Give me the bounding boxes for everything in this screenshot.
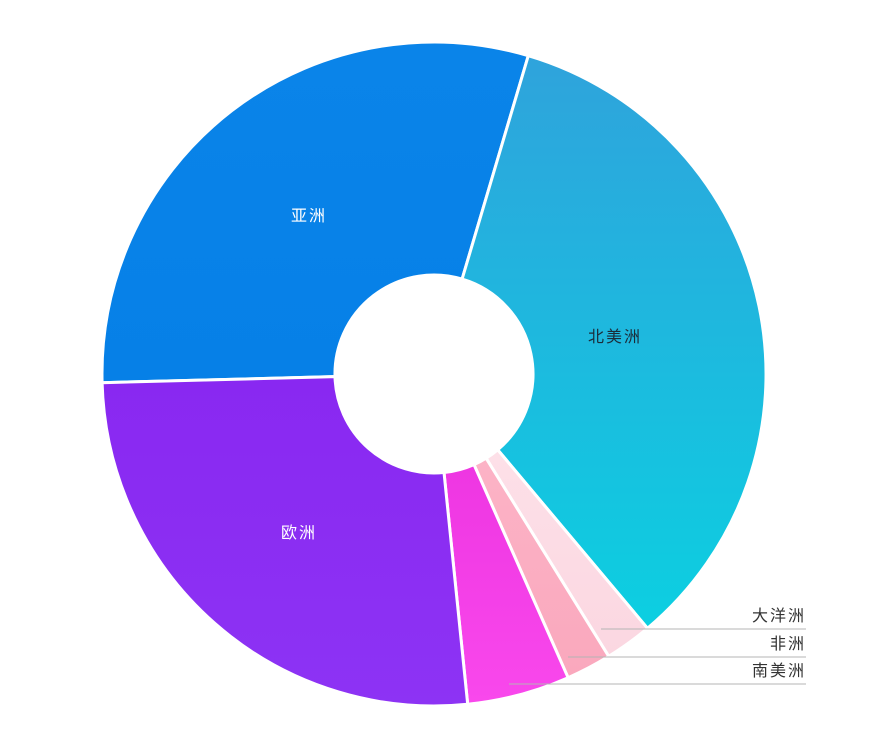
slice-label-inside-0: 亚洲 bbox=[291, 206, 327, 225]
slice-label-outside-4: 南美洲 bbox=[752, 661, 806, 680]
slice-label-inside-5: 欧洲 bbox=[281, 523, 317, 542]
pie-slice-1[interactable] bbox=[460, 53, 768, 631]
slice-label-outside-3: 非洲 bbox=[770, 634, 806, 653]
slice-label-inside-1: 北美洲 bbox=[588, 327, 642, 346]
pie-slice-0[interactable] bbox=[100, 40, 531, 385]
slice-label-outside-2: 大洋洲 bbox=[752, 606, 806, 625]
pie-slice-5[interactable] bbox=[100, 375, 470, 708]
